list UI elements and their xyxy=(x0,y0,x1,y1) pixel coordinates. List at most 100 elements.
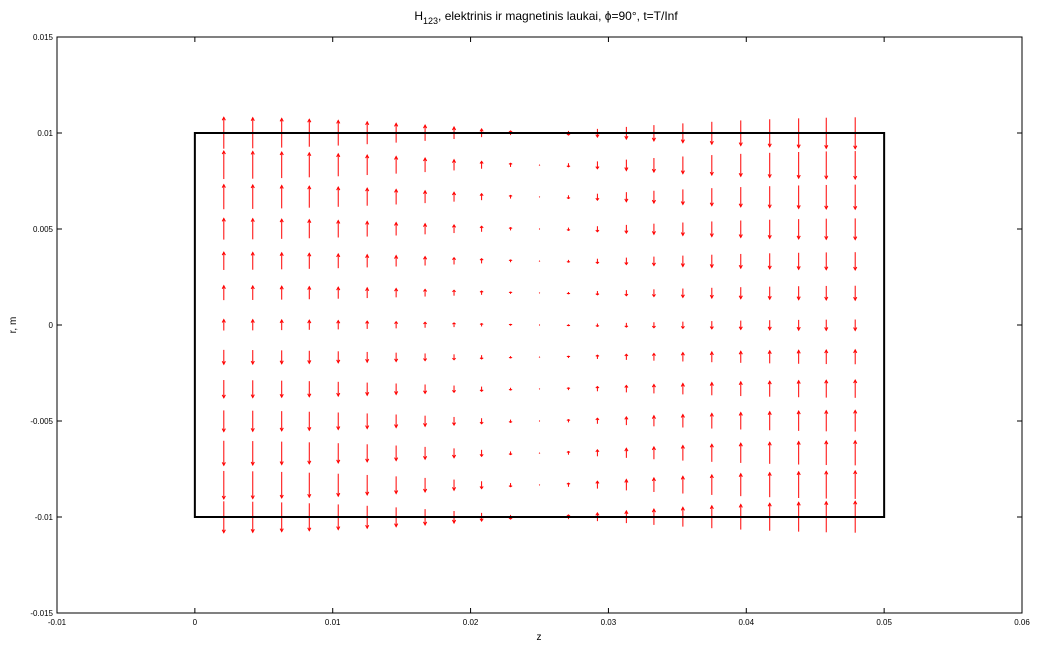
field-vector xyxy=(423,288,428,297)
field-vector xyxy=(595,354,600,359)
field-vector xyxy=(307,350,312,365)
field-vector xyxy=(595,193,600,201)
field-vector xyxy=(479,290,484,295)
field-vector xyxy=(336,473,341,498)
field-vector xyxy=(680,382,685,395)
field-vector xyxy=(365,154,370,176)
field-vector xyxy=(479,160,484,169)
field-vector xyxy=(365,413,370,430)
field-vector xyxy=(767,219,772,240)
field-vector xyxy=(508,194,513,199)
field-vector xyxy=(595,258,600,265)
field-vector xyxy=(336,252,341,269)
field-vector xyxy=(508,227,513,231)
field-vector xyxy=(853,252,858,272)
field-vector xyxy=(624,415,629,426)
field-vector xyxy=(307,151,312,178)
field-vector xyxy=(796,286,801,301)
field-vector xyxy=(680,189,685,206)
x-tick-label: 0.04 xyxy=(738,618,754,627)
field-vector xyxy=(738,411,743,430)
field-vector xyxy=(595,417,600,424)
field-vector xyxy=(824,319,829,332)
field-vector xyxy=(824,218,829,241)
field-vector xyxy=(336,381,341,398)
field-vector xyxy=(452,256,457,265)
field-vector xyxy=(279,184,284,209)
field-vector xyxy=(279,411,284,432)
field-vector xyxy=(796,410,801,431)
field-vector xyxy=(423,222,428,235)
field-vector xyxy=(307,442,312,465)
field-vector xyxy=(824,379,829,398)
field-vector xyxy=(221,380,226,399)
field-vector xyxy=(709,254,714,269)
field-vector xyxy=(336,186,341,207)
field-vector xyxy=(651,158,656,174)
field-vector xyxy=(479,418,484,425)
field-vector xyxy=(394,383,399,396)
field-vector xyxy=(336,319,341,330)
field-vector xyxy=(307,252,312,269)
field-vector xyxy=(307,411,312,432)
field-vector xyxy=(279,380,284,399)
field-vector xyxy=(336,443,341,464)
field-vector xyxy=(651,414,656,427)
field-vector xyxy=(680,351,685,362)
field-vector xyxy=(651,256,656,267)
field-vector xyxy=(452,289,456,296)
field-vector xyxy=(853,151,858,181)
field-vector xyxy=(796,379,801,398)
field-vector xyxy=(221,440,226,467)
field-vector xyxy=(566,324,571,327)
field-vector xyxy=(307,319,312,330)
field-vector xyxy=(738,220,743,239)
field-vector xyxy=(307,381,312,398)
field-vector xyxy=(394,414,399,429)
field-vector xyxy=(221,284,226,301)
field-vector xyxy=(423,189,428,204)
field-vector xyxy=(250,410,255,433)
field-vector xyxy=(452,385,457,394)
field-vector xyxy=(796,349,801,364)
field-vector xyxy=(566,450,571,455)
field-vector xyxy=(651,352,656,361)
field-vector xyxy=(767,471,772,498)
x-tick-label: 0.02 xyxy=(463,618,479,627)
x-axis-label: z xyxy=(537,632,542,643)
field-vector xyxy=(767,286,772,301)
field-vector xyxy=(709,350,714,363)
field-vector xyxy=(853,409,858,432)
field-vector xyxy=(824,440,829,466)
field-vector xyxy=(738,442,743,463)
field-vector xyxy=(538,324,541,326)
field-vector xyxy=(538,420,541,422)
field-vector xyxy=(624,384,629,393)
field-vector xyxy=(824,151,829,180)
field-vector xyxy=(853,348,858,365)
field-vector xyxy=(624,159,629,172)
field-vector xyxy=(624,353,629,360)
field-vector xyxy=(853,469,858,499)
field-vector xyxy=(566,259,571,263)
field-vector xyxy=(651,223,656,236)
field-vector xyxy=(307,285,312,300)
field-vector xyxy=(250,150,255,179)
field-vector xyxy=(796,219,801,240)
field-vector xyxy=(221,470,226,500)
field-vector xyxy=(394,320,399,329)
field-vector xyxy=(508,259,513,263)
field-vector xyxy=(221,410,226,433)
y-tick-label: 0.005 xyxy=(33,225,54,234)
field-vector xyxy=(680,321,685,330)
field-vector xyxy=(221,217,226,240)
field-vector xyxy=(336,286,341,299)
field-vector xyxy=(709,287,714,300)
field-vector xyxy=(394,476,399,495)
field-vector xyxy=(279,218,284,239)
x-tick-label: -0.01 xyxy=(48,618,67,627)
field-vector xyxy=(279,251,284,270)
field-vector xyxy=(595,226,600,233)
x-tick-label: 0.03 xyxy=(601,618,617,627)
